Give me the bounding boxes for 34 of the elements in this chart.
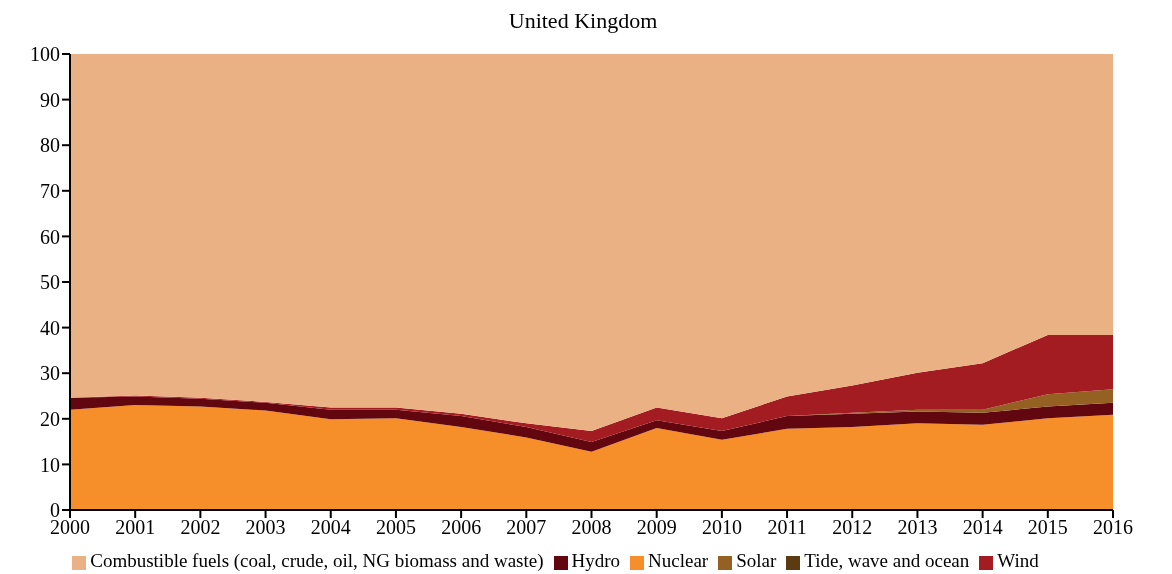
y-tick-label: 70	[40, 179, 60, 202]
legend-label: Tide, wave and ocean	[804, 550, 970, 571]
x-tick-label: 2015	[1027, 516, 1068, 539]
x-tick-label: 2013	[897, 516, 938, 539]
y-tick-label: 10	[40, 453, 60, 476]
legend-label: Nuclear	[648, 550, 709, 571]
x-tick-label: 2012	[832, 516, 873, 539]
y-tick-label: 40	[40, 316, 60, 339]
y-tick-label: 100	[30, 43, 60, 66]
x-tick-label: 2000	[50, 516, 90, 539]
y-tick-label: 20	[40, 407, 60, 430]
legend-label: Solar	[736, 550, 777, 571]
legend-label: Hydro	[571, 550, 621, 571]
y-tick-label: 30	[40, 362, 60, 385]
y-tick-label: 60	[40, 225, 60, 248]
x-tick-label: 2014	[962, 516, 1003, 539]
x-tick-label: 2005	[375, 516, 416, 539]
y-tick-label: 50	[40, 271, 60, 294]
chart-title: United Kingdom	[507, 8, 659, 35]
x-tick-label: 2006	[441, 516, 482, 539]
y-tick-label: 80	[40, 134, 60, 157]
x-tick-label: 2010	[701, 516, 742, 539]
legend-label: Wind	[997, 550, 1039, 571]
x-tick-label: 2001	[115, 516, 156, 539]
x-tick-label: 2011	[767, 516, 807, 539]
x-tick-label: 2008	[571, 516, 612, 539]
legend-label: Combustible fuels (coal, crude, oil, NG biomass and waste)	[90, 550, 544, 571]
x-tick-label: 2003	[245, 516, 286, 539]
x-tick-label: 2004	[310, 516, 351, 539]
x-tick-label: 2016	[1093, 516, 1133, 539]
y-tick-label: 90	[40, 88, 60, 111]
x-tick-label: 2007	[506, 516, 547, 539]
x-tick-label: 2009	[636, 516, 677, 539]
x-tick-label: 2002	[180, 516, 221, 539]
